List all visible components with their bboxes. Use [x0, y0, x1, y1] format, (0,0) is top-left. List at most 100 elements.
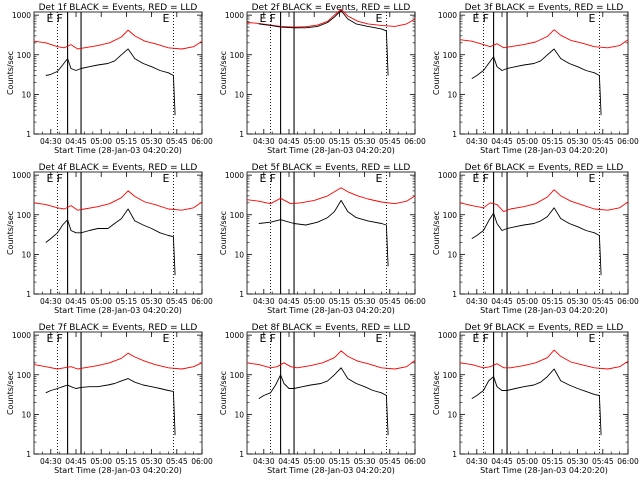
y-tick-label: 1: [26, 450, 31, 459]
y-axis-label: Counts/sec: [6, 211, 15, 255]
plot-frame: [246, 11, 416, 135]
x-tick-label: 05:00: [303, 297, 325, 306]
marker-letter: F: [270, 332, 276, 345]
x-tick-label: 05:30: [567, 137, 589, 146]
x-tick-label: 04:45: [65, 297, 87, 306]
x-tick-label: 04:45: [65, 137, 87, 146]
x-tick-label: 06:00: [617, 457, 639, 466]
x-tick-label: 06:00: [617, 297, 639, 306]
panel-title: Det 6f BLACK = Events, RED = LLD: [465, 163, 624, 173]
x-tick-label: 05:15: [542, 297, 564, 306]
x-tick-label: 05:30: [354, 137, 376, 146]
x-tick-label: 05:00: [516, 297, 538, 306]
y-tick-label: 1000: [12, 331, 31, 340]
series-lld-line: [459, 349, 629, 370]
plot-frame: [246, 171, 416, 295]
series-events-line: [471, 368, 602, 436]
x-tick-label: 04:30: [253, 297, 275, 306]
panel-4: Det 4f BLACK = Events, RED = LLD 1 10 100 10…: [6, 163, 213, 315]
y-tick-label: 1000: [438, 171, 457, 180]
y-tick-label: 100: [443, 371, 458, 380]
x-tick-label: 06:00: [404, 297, 426, 306]
x-tick-label: 06:00: [617, 137, 639, 146]
marker-letter: E: [588, 332, 595, 345]
marker-letter: E: [162, 172, 169, 185]
panel-title: Det 5f BLACK = Events, RED = LLD: [252, 163, 411, 173]
y-tick-label: 10: [21, 250, 31, 259]
y-tick-label: 1: [26, 290, 31, 299]
y-tick-label: 10: [234, 250, 244, 259]
marker-letter: F: [270, 172, 276, 185]
x-axis-label: Start Time (28-Jan-03 04:20:20): [267, 146, 395, 155]
x-tick-label: 05:00: [90, 137, 112, 146]
marker-letter: E: [375, 12, 382, 25]
x-tick-label: 05:00: [516, 137, 538, 146]
y-axis-label: Counts/sec: [432, 371, 441, 415]
marker-letter: E: [47, 172, 54, 185]
x-tick-label: 05:45: [379, 297, 401, 306]
x-axis-label: Start Time (28-Jan-03 04:20:20): [267, 466, 395, 475]
panel-3: Det 3f BLACK = Events, RED = LLD 1 10 100 10…: [432, 3, 639, 155]
panel-title: Det 2f BLACK = Events, RED = LLD: [252, 3, 411, 13]
marker-letter: E: [473, 12, 480, 25]
y-axis-label: Counts/sec: [219, 211, 228, 255]
x-tick-label: 04:30: [253, 457, 275, 466]
plot-frame: [33, 171, 203, 295]
series-lld-line: [246, 187, 416, 205]
marker-letter: E: [375, 332, 382, 345]
x-tick-label: 05:15: [329, 457, 351, 466]
x-tick-label: 05:30: [141, 457, 163, 466]
x-tick-label: 05:00: [303, 137, 325, 146]
marker-letter: E: [47, 12, 54, 25]
marker-letter: E: [473, 332, 480, 345]
y-tick-label: 10: [21, 90, 31, 99]
x-tick-label: 04:45: [65, 457, 87, 466]
x-tick-label: 05:15: [116, 137, 138, 146]
x-tick-label: 05:00: [303, 457, 325, 466]
y-axis-label: Counts/sec: [432, 211, 441, 255]
x-tick-label: 05:45: [166, 457, 188, 466]
series-events-line: [45, 208, 176, 276]
series-events-line: [471, 48, 602, 116]
x-axis-label: Start Time (28-Jan-03 04:20:20): [480, 466, 608, 475]
x-tick-label: 05:45: [166, 137, 188, 146]
x-tick-label: 04:45: [278, 457, 300, 466]
marker-letter: F: [483, 172, 489, 185]
marker-letter: F: [270, 12, 276, 25]
panel-9: Det 9f BLACK = Events, RED = LLD 1 10 100 10…: [432, 323, 639, 475]
panel-title: Det 9f BLACK = Events, RED = LLD: [465, 323, 624, 333]
x-axis-label: Start Time (28-Jan-03 04:20:20): [54, 466, 182, 475]
y-axis-label: Counts/sec: [432, 51, 441, 95]
marker-letter: F: [57, 12, 63, 25]
y-axis-label: Counts/sec: [6, 51, 15, 95]
y-tick-label: 10: [21, 410, 31, 419]
x-tick-label: 04:30: [40, 457, 62, 466]
y-tick-label: 1000: [12, 11, 31, 20]
x-tick-label: 05:45: [379, 457, 401, 466]
marker-letter: E: [260, 172, 267, 185]
x-tick-label: 05:00: [516, 457, 538, 466]
x-axis-label: Start Time (28-Jan-03 04:20:20): [267, 306, 395, 315]
x-tick-label: 05:30: [354, 297, 376, 306]
x-tick-label: 06:00: [191, 137, 213, 146]
series-lld-line: [33, 190, 203, 211]
panel-6: Det 6f BLACK = Events, RED = LLD 1 10 100 10…: [432, 163, 639, 315]
y-tick-label: 100: [230, 211, 245, 220]
x-tick-label: 05:15: [542, 457, 564, 466]
marker-letter: F: [483, 12, 489, 25]
series-events-line: [471, 207, 602, 276]
marker-letter: E: [260, 12, 267, 25]
marker-letter: E: [260, 332, 267, 345]
x-tick-label: 05:15: [329, 297, 351, 306]
y-tick-label: 1: [239, 290, 244, 299]
x-tick-label: 04:45: [278, 137, 300, 146]
x-tick-label: 05:15: [329, 137, 351, 146]
y-tick-label: 10: [234, 90, 244, 99]
y-tick-label: 1000: [225, 11, 244, 20]
marker-letter: E: [473, 172, 480, 185]
series-lld-line: [459, 189, 629, 213]
y-tick-label: 100: [230, 371, 245, 380]
series-lld-line: [246, 350, 416, 370]
x-tick-label: 04:45: [491, 137, 513, 146]
y-tick-label: 100: [17, 51, 32, 60]
